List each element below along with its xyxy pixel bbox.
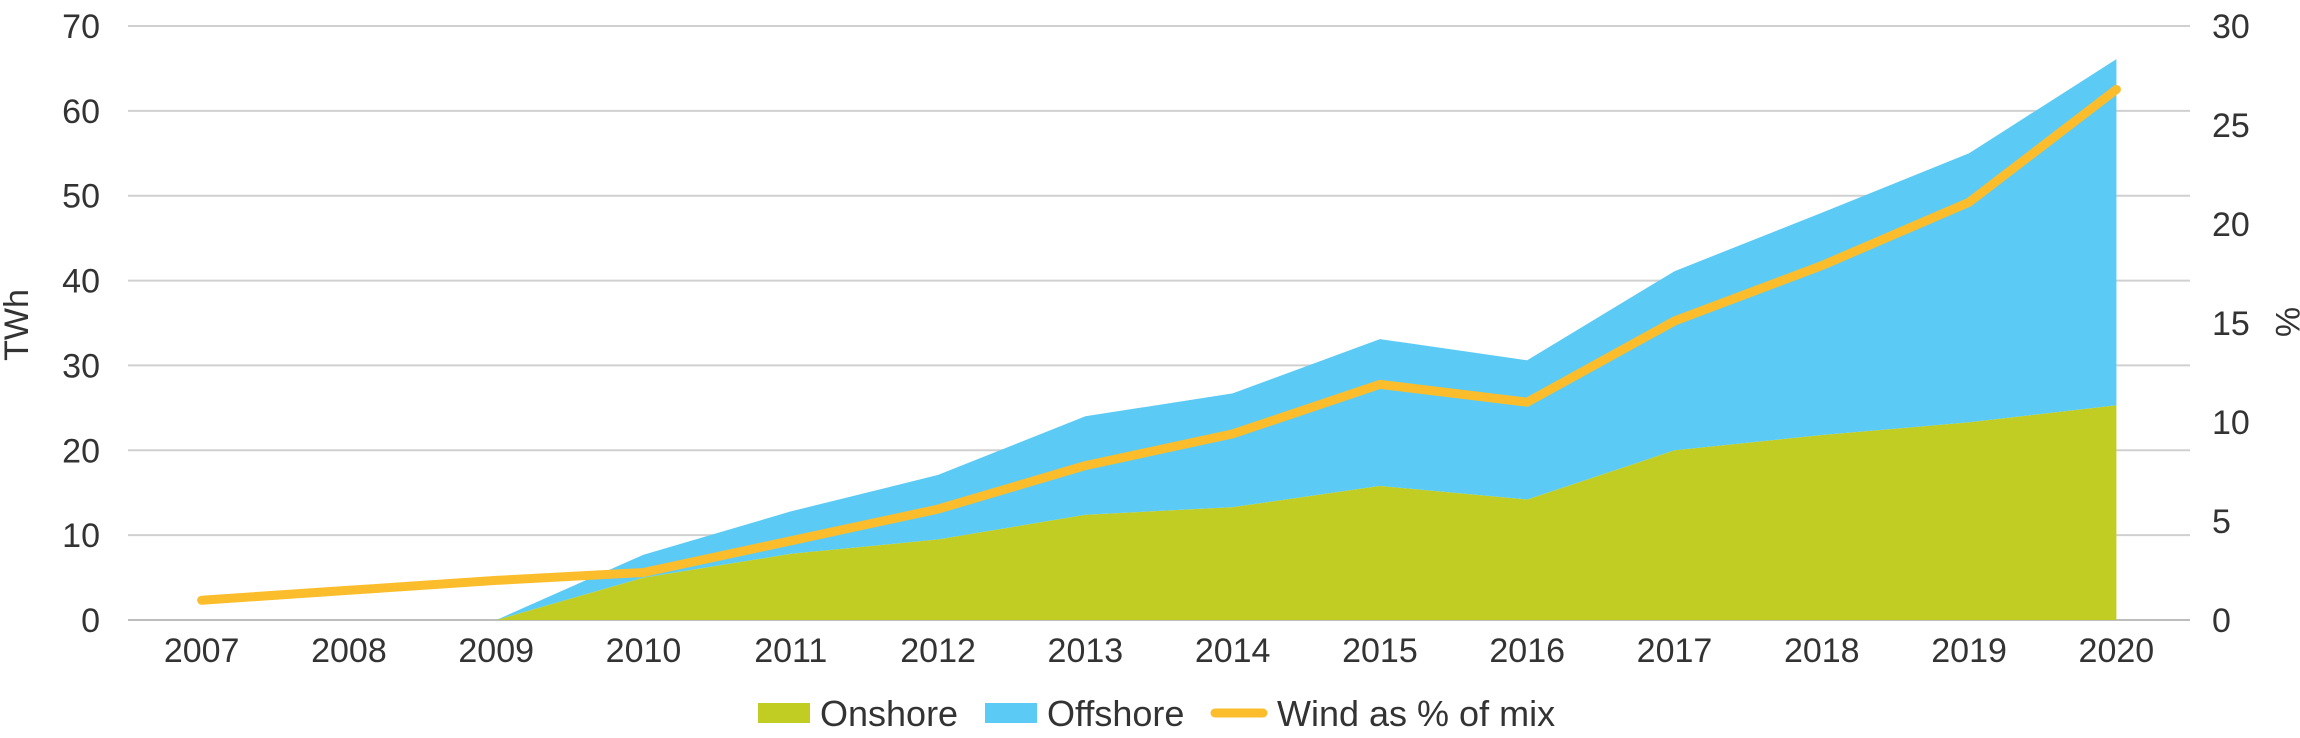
legend-label: Onshore (820, 693, 958, 734)
x-tick-label: 2020 (2079, 632, 2155, 670)
y-axis-title: TWh (0, 289, 36, 361)
x-tick-label: 2013 (1048, 632, 1124, 670)
y2-tick-label: 15 (2212, 305, 2250, 343)
y2-tick-label: 0 (2212, 602, 2231, 640)
legend: Onshore Offshore Wind as % of mix (758, 693, 1555, 734)
y2-tick-label: 10 (2212, 404, 2250, 442)
x-tick-label: 2012 (900, 632, 976, 670)
x-tick-label: 2017 (1637, 632, 1713, 670)
y-tick-label: 70 (62, 8, 100, 46)
left-axis-ticks: 0 10 20 30 40 50 60 70 (62, 8, 100, 640)
y-tick-label: 10 (62, 517, 100, 555)
y2-tick-label: 30 (2212, 8, 2250, 46)
x-tick-label: 2016 (1489, 632, 1565, 670)
line-wind-share (197, 84, 2121, 605)
y2-tick-label: 5 (2212, 503, 2231, 541)
x-axis-ticks: 2007 2008 2009 2010 2011 2012 2013 2014 2015 2016… (164, 632, 2154, 670)
line-series (197, 84, 2121, 605)
x-tick-label: 2015 (1342, 632, 1418, 670)
legend-label: Offshore (1047, 693, 1184, 734)
x-tick-label: 2014 (1195, 632, 1271, 670)
x-tick-label: 2018 (1784, 632, 1860, 670)
y-tick-label: 20 (62, 432, 100, 470)
right-axis-ticks: 0 5 10 15 20 25 30 (2212, 8, 2250, 640)
legend-label: Wind as % of mix (1277, 693, 1555, 734)
y2-tick-label: 25 (2212, 107, 2250, 145)
x-tick-label: 2008 (311, 632, 387, 670)
x-tick-label: 2007 (164, 632, 240, 670)
x-tick-label: 2019 (1931, 632, 2007, 670)
area-onshore (496, 405, 2117, 620)
y-tick-label: 0 (81, 602, 100, 640)
y2-axis-title: % (2268, 307, 2300, 337)
area-offshore (496, 59, 2117, 621)
y-tick-label: 60 (62, 93, 100, 131)
y-tick-label: 50 (62, 178, 100, 216)
y2-tick-label: 20 (2212, 206, 2250, 244)
legend-swatch (758, 703, 810, 723)
area-series (496, 59, 2117, 621)
legend-swatch (985, 703, 1037, 723)
x-tick-label: 2009 (458, 632, 534, 670)
y-tick-label: 40 (62, 263, 100, 301)
x-tick-label: 2010 (606, 632, 682, 670)
y-tick-label: 30 (62, 347, 100, 385)
x-tick-label: 2011 (754, 632, 827, 670)
